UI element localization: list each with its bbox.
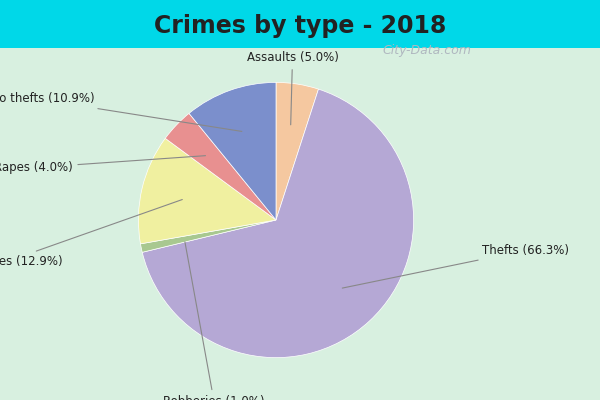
Wedge shape — [140, 220, 276, 252]
Wedge shape — [142, 89, 413, 358]
Text: Robberies (1.0%): Robberies (1.0%) — [163, 242, 265, 400]
Text: City-Data.com: City-Data.com — [383, 44, 472, 57]
Text: Assaults (5.0%): Assaults (5.0%) — [247, 51, 338, 125]
Text: Auto thefts (10.9%): Auto thefts (10.9%) — [0, 92, 242, 132]
Wedge shape — [165, 113, 276, 220]
Text: Rapes (4.0%): Rapes (4.0%) — [0, 156, 205, 174]
Text: Thefts (66.3%): Thefts (66.3%) — [342, 244, 569, 288]
Text: Burglaries (12.9%): Burglaries (12.9%) — [0, 200, 182, 268]
Text: Crimes by type - 2018: Crimes by type - 2018 — [154, 14, 446, 38]
Wedge shape — [139, 138, 276, 244]
Wedge shape — [189, 82, 276, 220]
Wedge shape — [276, 82, 319, 220]
